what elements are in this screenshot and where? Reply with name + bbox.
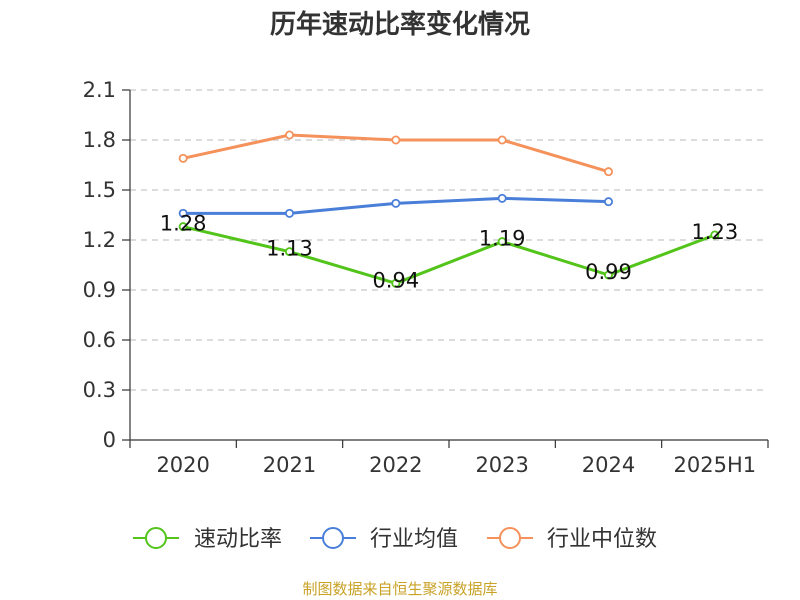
x-tick-label: 2022 — [369, 453, 422, 477]
x-tick-label: 2024 — [582, 453, 635, 477]
y-axis: 0 0.3 0.6 0.9 1.2 1.5 1.8 2.1 — [83, 78, 131, 452]
grid-lines — [130, 89, 768, 391]
data-point — [178, 222, 188, 232]
x-tick-label: 2020 — [156, 453, 209, 477]
data-point — [604, 167, 614, 177]
data-point — [284, 208, 294, 218]
data-point — [710, 230, 720, 240]
legend-label: 行业均值 — [370, 527, 458, 552]
series-line — [182, 225, 716, 285]
chart-title: 历年速动比率变化情况 — [269, 10, 530, 40]
legend: 速动比率 行业均值 行业中位数 — [133, 527, 657, 552]
x-tick-label: 2023 — [475, 453, 528, 477]
y-tick-label: 0.9 — [83, 278, 116, 302]
y-tick-label: 1.2 — [83, 228, 116, 252]
data-point — [497, 135, 507, 145]
data-point — [604, 270, 614, 280]
legend-swatch-marker — [499, 527, 521, 549]
series-lines — [178, 130, 720, 288]
y-tick-label: 0 — [103, 428, 116, 452]
legend-label: 速动比率 — [194, 527, 282, 552]
x-tick-label: 2021 — [263, 453, 316, 477]
legend-swatch-marker — [145, 527, 167, 549]
data-label: 0.99 — [585, 260, 632, 284]
x-tick-label: 2025H1 — [674, 453, 757, 477]
data-point — [178, 208, 188, 218]
data-point — [497, 193, 507, 203]
y-tick-label: 0.6 — [83, 328, 116, 352]
data-point — [284, 247, 294, 257]
y-tick-label: 2.1 — [83, 78, 116, 102]
x-axis: 2020 2021 2022 2023 2024 2025H1 — [129, 439, 769, 477]
data-point — [391, 135, 401, 145]
legend-swatch-marker — [322, 527, 344, 549]
data-labels: 1.28 1.13 0.94 1.19 0.99 1.23 — [160, 212, 738, 293]
y-tick-label: 1.8 — [83, 128, 116, 152]
data-label: 1.28 — [160, 212, 207, 236]
data-point — [391, 198, 401, 208]
data-label: 1.23 — [691, 220, 738, 244]
data-point — [604, 197, 614, 207]
data-label: 0.94 — [372, 268, 419, 292]
data-point — [391, 278, 401, 288]
data-point — [284, 130, 294, 140]
legend-label: 行业中位数 — [547, 527, 657, 552]
data-label: 1.13 — [266, 237, 313, 261]
data-label: 1.19 — [479, 227, 526, 251]
y-tick-label: 0.3 — [83, 378, 116, 402]
source-note: 制图数据来自恒生聚源数据库 — [302, 580, 498, 598]
data-point — [178, 153, 188, 163]
y-tick-label: 1.5 — [83, 178, 116, 202]
data-point — [497, 237, 507, 247]
